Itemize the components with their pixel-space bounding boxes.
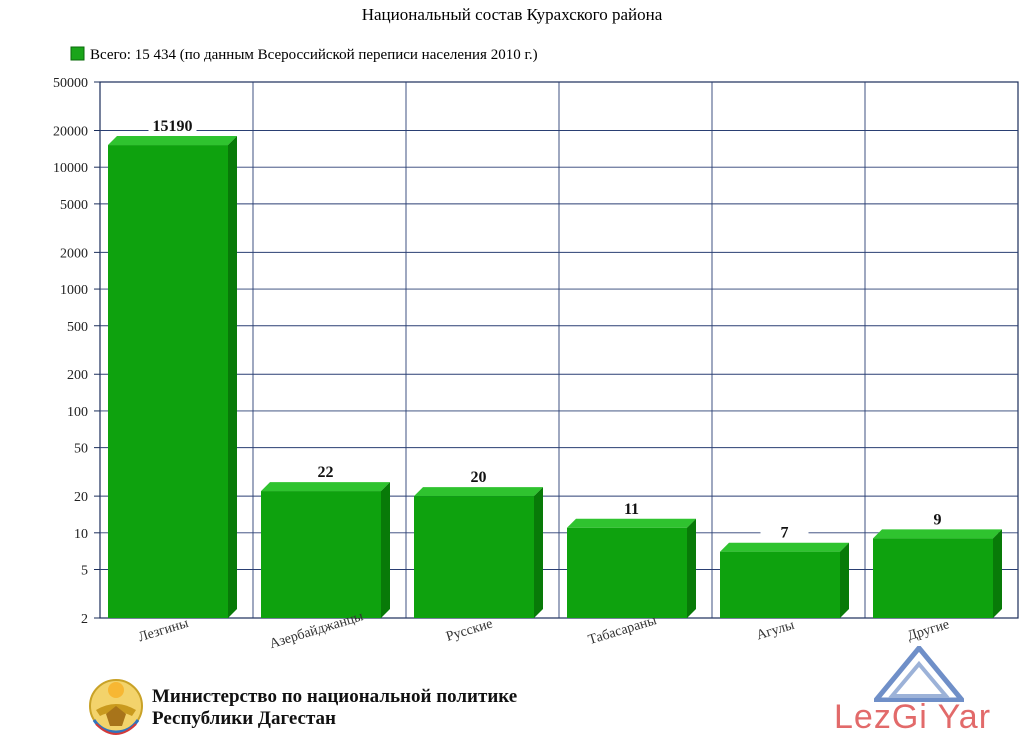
data-label-bg: [454, 467, 503, 486]
y-tick-label: 20000: [53, 124, 88, 139]
bar: [261, 491, 381, 618]
data-label: 20: [471, 469, 487, 486]
bar: [873, 538, 993, 618]
ministry-name: Министерство по национальной политике Ре…: [152, 686, 517, 730]
y-tick-label: 50000: [53, 76, 88, 91]
data-label-bg: [148, 116, 197, 135]
data-label: 22: [318, 464, 334, 481]
legend: Всего: 15 434 (по данным Всероссийской п…: [70, 46, 538, 63]
bar-side: [381, 482, 390, 618]
mountain-logo-icon: [874, 646, 964, 702]
y-tick-label: 10: [74, 527, 88, 542]
data-label: 15190: [153, 118, 193, 135]
bar: [108, 145, 228, 618]
x-tick-label: Агулы: [755, 618, 797, 644]
y-tick-label: 5000: [60, 198, 88, 213]
bar: [567, 527, 687, 618]
bar-top: [873, 529, 1002, 539]
chart-title: Национальный состав Курахского района: [362, 5, 663, 24]
x-tick-label: Другие: [906, 617, 951, 644]
bar-side: [228, 136, 237, 618]
legend-swatch: [70, 46, 85, 61]
legend-label: Всего: 15 434 (по данным Всероссийской п…: [90, 47, 538, 63]
bar-top: [414, 487, 543, 497]
bar-side: [534, 487, 543, 618]
bar-side: [840, 542, 849, 618]
y-tick-label: 5: [81, 564, 88, 579]
bar-side: [687, 518, 696, 618]
bar-top: [567, 518, 696, 528]
bar: [414, 496, 534, 618]
data-label-bg: [607, 498, 656, 517]
dagestan-emblem-icon: [89, 679, 143, 736]
y-tick-label: 10000: [53, 161, 88, 176]
data-label: 7: [781, 525, 789, 542]
data-label: 9: [934, 511, 942, 528]
data-label: 11: [624, 501, 639, 518]
x-tick-label: Русские: [444, 617, 494, 645]
ministry-line-1: Министерство по национальной политике: [152, 686, 518, 707]
watermark: LezGi Yar: [826, 646, 1022, 746]
bar-top: [261, 482, 390, 492]
data-label-bg: [301, 462, 350, 481]
y-tick-label: 2: [81, 612, 88, 627]
bars: 15190 22 20 11 7 9: [108, 116, 1002, 618]
bar: [720, 551, 840, 618]
y-tick-label: 200: [67, 368, 88, 383]
y-tick-label: 20: [74, 490, 88, 505]
y-tick-label: 2000: [60, 246, 88, 261]
data-label-bg: [760, 522, 809, 541]
ministry-line-2: Республики Дагестан: [152, 708, 336, 729]
y-tick-label: 50: [74, 442, 88, 457]
y-tick-label: 100: [67, 405, 88, 420]
watermark-text: LezGi Yar: [834, 698, 992, 736]
y-tick-label: 1000: [60, 283, 88, 298]
bar-side: [993, 529, 1002, 618]
y-tick-label: 500: [67, 320, 88, 335]
grid: [100, 82, 1018, 618]
y-axis: 2 5 10 20 50 100 200 500 1000 2000 5000 10000 20000 5…: [53, 76, 100, 627]
bar-top: [720, 542, 849, 552]
data-label-bg: [913, 509, 962, 528]
ministry-footer: Министерство по национальной политике Ре…: [88, 676, 558, 740]
x-tick-label: Лезгины: [137, 616, 191, 646]
bar-top: [108, 136, 237, 146]
